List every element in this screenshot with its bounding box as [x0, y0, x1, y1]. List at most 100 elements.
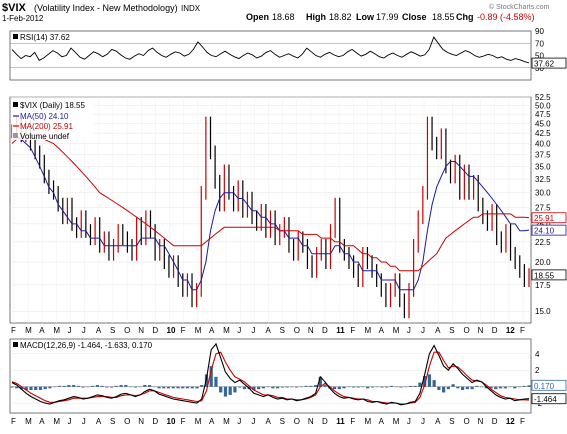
macd-histogram-bar: [48, 386, 52, 389]
x-axis-label: O: [294, 326, 300, 335]
macd-x-axis-label: D: [152, 417, 158, 426]
macd-x-axis-label: S: [110, 417, 115, 426]
rsi-tick-label: 90: [535, 27, 544, 36]
price-label-0: 25.91: [534, 214, 555, 223]
macd-x-axis-label: N: [478, 417, 484, 426]
x-axis-label: M: [223, 326, 230, 335]
macd-x-axis-label: M: [25, 417, 32, 426]
price-tick-label: 17.5: [535, 281, 551, 290]
price-label-1-box: [531, 224, 567, 236]
macd-histogram-bar: [29, 386, 33, 390]
price-tick-label: 25.0: [535, 220, 551, 229]
rsi-current-value-box: [531, 57, 567, 69]
macd-histogram-bar: [67, 385, 71, 387]
macd-histogram-bar: [53, 386, 57, 388]
ma50-legend-text: MA(50) 24.10: [20, 112, 69, 121]
macd-histogram-bar: [209, 366, 213, 387]
price-tick-label: 20.0: [535, 258, 551, 267]
macd-x-axis-label: O: [124, 417, 130, 426]
macd-histogram-bar: [313, 385, 318, 387]
ma200-legend-text: MA(200) 25.91: [20, 122, 73, 131]
macd-histogram-bar: [91, 385, 95, 387]
x-axis-label: N: [138, 326, 144, 335]
rsi-tick-label: 50: [535, 52, 544, 61]
macd-x-axis-label: A: [209, 417, 215, 426]
macd-histogram-bar: [399, 386, 403, 388]
macd-x-axis-label: M: [195, 417, 202, 426]
macd-tick-label: 4: [535, 350, 540, 359]
macd-x-axis-label: M: [364, 417, 371, 426]
macd-histogram-bar: [181, 386, 185, 389]
x-axis-label: A: [96, 326, 102, 335]
x-axis-label: N: [478, 326, 484, 335]
index-name-text: (Volatility Index - New Methodology): [34, 3, 178, 13]
price-tick-label: 35.0: [535, 162, 551, 171]
macd-histogram-bar: [513, 386, 517, 389]
macd-histogram-bar: [276, 386, 280, 389]
macd-histogram-bar: [470, 386, 474, 390]
price-label-2-box: [531, 269, 567, 281]
rsi-tick-label: 70: [535, 39, 544, 48]
x-axis-label: D: [152, 326, 158, 335]
price-tick-label: 37.5: [535, 151, 551, 160]
x-axis-label: A: [39, 326, 45, 335]
vix-legend-swatch: [13, 102, 18, 107]
price-label-0-box: [531, 212, 567, 224]
x-axis-label: N: [308, 326, 314, 335]
x-axis-label: M: [393, 326, 400, 335]
x-axis-label: F: [520, 326, 525, 335]
x-axis-label: A: [266, 326, 272, 335]
macd-histogram-bar: [252, 386, 256, 390]
x-axis-label: S: [449, 326, 454, 335]
macd-panel: [9, 338, 532, 414]
price-tick-label: 47.5: [535, 110, 551, 119]
macd-histogram-bar: [427, 374, 431, 387]
vix-legend-text: $VIX (Daily) 18.55: [20, 101, 85, 110]
price-tick-label: 32.5: [535, 175, 551, 184]
macd-x-axis-label: F: [520, 417, 525, 426]
price-tick-label: 27.5: [535, 204, 551, 213]
macd-histogram-bar: [418, 382, 422, 387]
macd-histogram-bar: [238, 386, 242, 388]
chg-value: -0.89 (-4.58%): [477, 12, 535, 22]
macd-histogram-bar: [15, 386, 19, 389]
macd-histogram-bar: [527, 385, 531, 387]
macd-histogram-bar: [105, 386, 109, 388]
price-tick-label: 15.0: [535, 307, 551, 316]
macd-x-axis-label: 12: [506, 417, 515, 426]
macd-price-label-0-box: [531, 379, 567, 391]
close-label: Close: [402, 12, 427, 22]
x-axis-label: J: [237, 326, 241, 335]
macd-signal-line: [11, 351, 530, 405]
macd-histogram-bar: [404, 386, 408, 388]
macd-histogram-bar: [347, 386, 351, 388]
macd-histogram-bar: [280, 386, 284, 388]
macd-histogram-bar: [323, 385, 327, 387]
volume-legend-text: Volume undef: [20, 132, 70, 141]
macd-x-axis-label: M: [223, 417, 230, 426]
macd-histogram-bar: [190, 386, 194, 389]
volume-legend-swatch: [13, 133, 18, 138]
macd-histogram-bar: [285, 386, 289, 388]
macd-histogram-bar: [228, 386, 232, 395]
high-value: 18.82: [329, 12, 352, 22]
price-label-1: 24.10: [534, 227, 555, 236]
macd-histogram-bar: [508, 386, 512, 388]
macd-histogram-bar: [522, 385, 526, 387]
watermark-text: © StockCharts.com: [489, 3, 550, 11]
macd-histogram-bar: [318, 376, 322, 387]
macd-histogram-bar: [380, 386, 384, 388]
macd-histogram-bar: [214, 376, 218, 387]
macd-x-axis-label: 11: [336, 417, 345, 426]
price-tick-label: 30.0: [535, 189, 551, 198]
macd-histogram-bar: [451, 384, 455, 387]
x-axis-label: D: [322, 326, 328, 335]
macd-x-axis-label: O: [294, 417, 300, 426]
macd-histogram-bar: [484, 386, 488, 389]
price-legend-bg: [12, 99, 94, 140]
macd-histogram-bar: [166, 386, 171, 389]
x-axis-label: F: [181, 326, 186, 335]
macd-histogram-bar: [86, 386, 90, 388]
macd-x-axis-label: 10: [167, 417, 176, 426]
